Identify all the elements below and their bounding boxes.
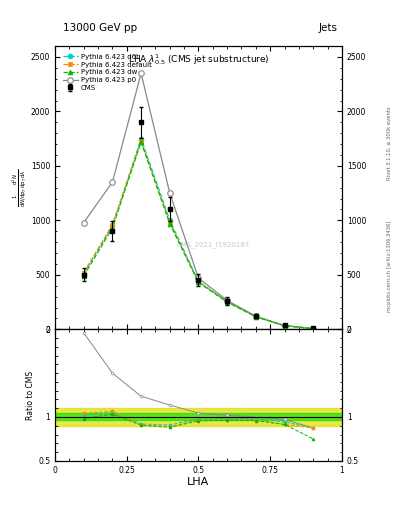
Pythia 6.423 default	[282, 323, 287, 329]
Pythia 6.423 dw	[110, 225, 115, 231]
Pythia 6.423 p0	[196, 275, 201, 281]
Pythia 6.423 p0	[81, 220, 86, 226]
Pythia 6.423 p0	[282, 323, 287, 329]
Pythia 6.423 p0	[225, 297, 230, 304]
Pythia 6.423 d6t	[196, 279, 201, 285]
Text: 13000 GeV pp: 13000 GeV pp	[63, 23, 137, 33]
Pythia 6.423 default	[81, 270, 86, 276]
Pythia 6.423 p0	[139, 70, 143, 76]
Line: Pythia 6.423 d6t: Pythia 6.423 d6t	[81, 136, 316, 331]
Text: Jets: Jets	[319, 23, 338, 33]
Line: Pythia 6.423 dw: Pythia 6.423 dw	[81, 139, 316, 331]
Pythia 6.423 default	[253, 313, 258, 319]
Line: Pythia 6.423 p0: Pythia 6.423 p0	[81, 71, 316, 331]
Pythia 6.423 dw	[196, 280, 201, 286]
Pythia 6.423 dw	[167, 221, 172, 227]
Pythia 6.423 default	[139, 138, 143, 144]
Pythia 6.423 default	[167, 220, 172, 226]
Pythia 6.423 p0	[167, 190, 172, 196]
Pythia 6.423 default	[196, 279, 201, 285]
X-axis label: LHA: LHA	[187, 477, 209, 487]
Pythia 6.423 d6t	[110, 223, 115, 229]
Pythia 6.423 dw	[81, 273, 86, 279]
Pythia 6.423 d6t	[139, 136, 143, 142]
Pythia 6.423 d6t	[311, 326, 316, 332]
Bar	[55, 408, 342, 426]
Line: Pythia 6.423 default: Pythia 6.423 default	[81, 138, 316, 331]
Pythia 6.423 p0	[253, 313, 258, 319]
Pythia 6.423 d6t	[253, 313, 258, 319]
Pythia 6.423 dw	[139, 139, 143, 145]
Pythia 6.423 d6t	[282, 323, 287, 329]
Pythia 6.423 dw	[282, 323, 287, 329]
Text: LHA $\lambda^1_{0.5}$ (CMS jet substructure): LHA $\lambda^1_{0.5}$ (CMS jet substruct…	[128, 52, 269, 67]
Pythia 6.423 p0	[110, 179, 115, 185]
Pythia 6.423 dw	[253, 314, 258, 320]
Text: mcplots.cern.ch [arXiv:1306.3436]: mcplots.cern.ch [arXiv:1306.3436]	[387, 221, 392, 312]
Pythia 6.423 default	[110, 222, 115, 228]
Pythia 6.423 d6t	[225, 298, 230, 305]
Y-axis label: $\frac{1}{\mathrm{d}N/\mathrm{d}p_T}\frac{\mathrm{d}^2 N}{\mathrm{d}p_T\,\mathrm: $\frac{1}{\mathrm{d}N/\mathrm{d}p_T}\fra…	[10, 168, 28, 207]
Pythia 6.423 dw	[311, 326, 316, 332]
Legend: Pythia 6.423 d6t, Pythia 6.423 default, Pythia 6.423 dw, Pythia 6.423 p0, CMS: Pythia 6.423 d6t, Pythia 6.423 default, …	[61, 52, 153, 92]
Pythia 6.423 dw	[225, 299, 230, 305]
Y-axis label: Ratio to CMS: Ratio to CMS	[26, 371, 35, 420]
Pythia 6.423 d6t	[167, 217, 172, 223]
Text: CMS_2021_I1920187: CMS_2021_I1920187	[176, 241, 250, 248]
Pythia 6.423 p0	[311, 326, 316, 332]
Bar	[55, 414, 342, 420]
Pythia 6.423 d6t	[81, 271, 86, 277]
Pythia 6.423 default	[225, 299, 230, 305]
Pythia 6.423 default	[311, 326, 316, 332]
Text: Rivet 3.1.10, ≥ 300k events: Rivet 3.1.10, ≥ 300k events	[387, 106, 392, 180]
